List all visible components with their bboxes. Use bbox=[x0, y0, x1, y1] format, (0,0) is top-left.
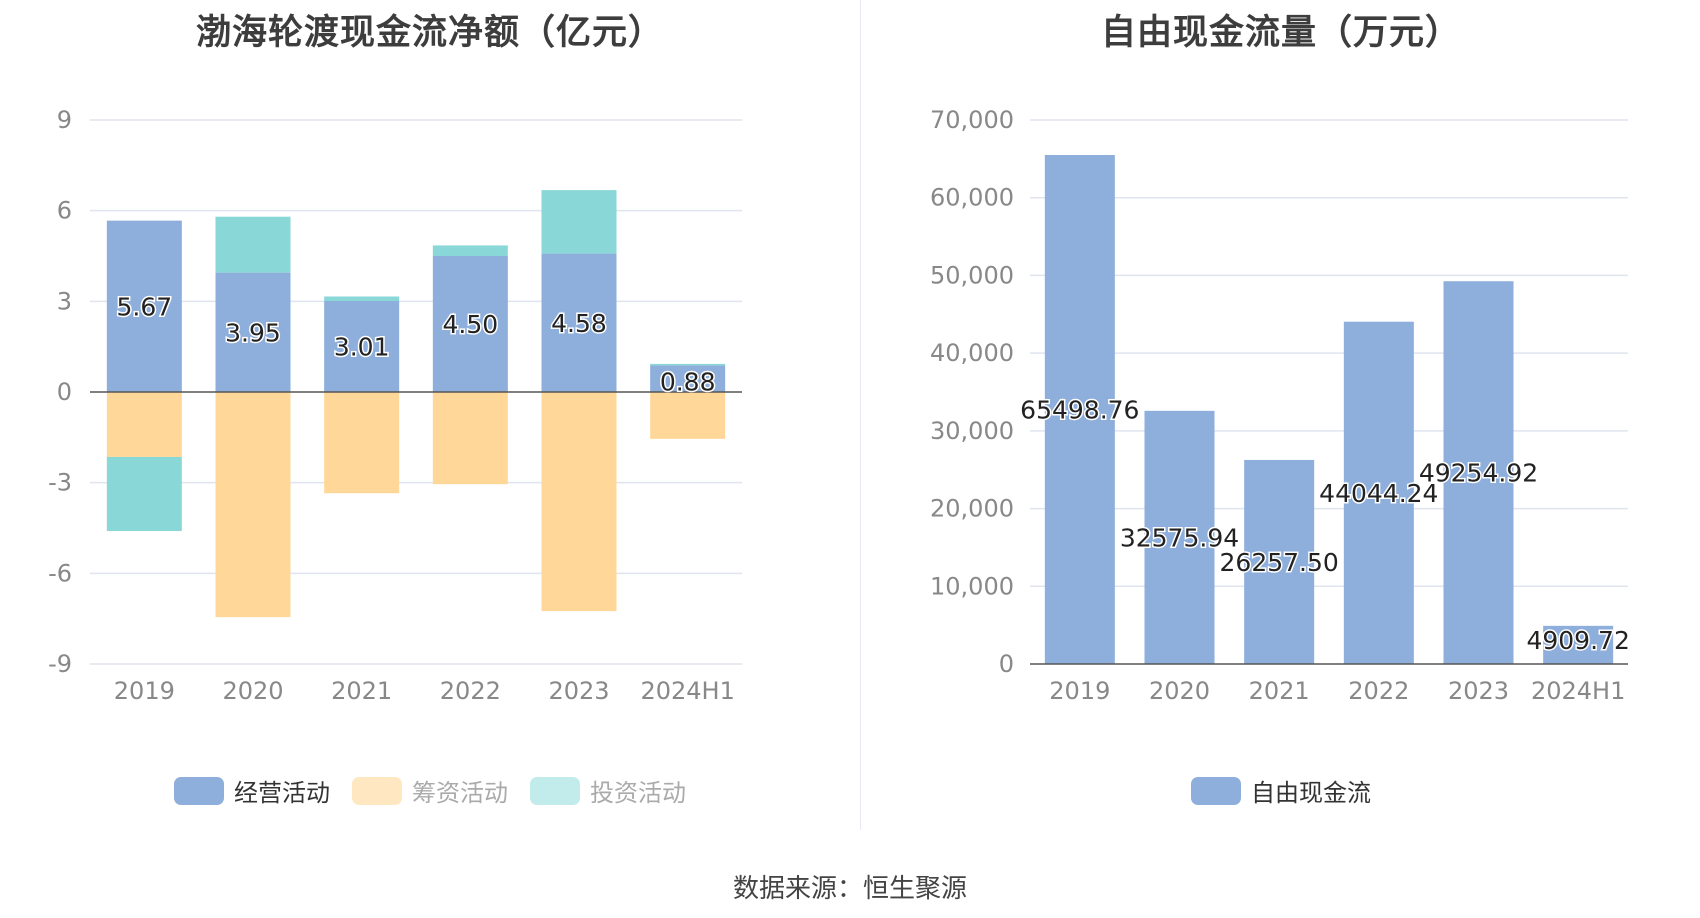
bar-segment bbox=[106, 456, 182, 532]
bar bbox=[1244, 459, 1315, 664]
legend-swatch bbox=[352, 776, 402, 805]
y-tick-label: 70,000 bbox=[930, 106, 1014, 134]
x-tick-label: 2024H1 bbox=[640, 677, 734, 705]
bar-segment bbox=[324, 301, 400, 392]
right-chart-panel: 自由现金流量（万元） 70,000 60,000 50,000 40,000 30,00… bbox=[862, 0, 1700, 830]
bar bbox=[1044, 154, 1115, 664]
bar-segment bbox=[650, 363, 726, 366]
y-tick-label: 60,000 bbox=[930, 184, 1014, 212]
data-label: 26257.50 bbox=[1220, 548, 1339, 577]
bar bbox=[1443, 281, 1514, 664]
y-tick-label: 10,000 bbox=[930, 572, 1014, 600]
data-label: 3.01 bbox=[334, 333, 390, 362]
free-cash-flow-bar-chart: 70,000 60,000 50,000 40,000 30,000 20,000 10,0… bbox=[930, 106, 1631, 705]
bar-segment bbox=[215, 216, 291, 273]
cash-flow-stacked-bar-chart: 9 6 3 0 -3 -6 -9 2019 2020 2021 2022 2023 2024H1 5.67… bbox=[48, 106, 742, 705]
right-legend: 自由现金流 bbox=[862, 773, 1700, 808]
legend-item[interactable]: 经营活动 bbox=[174, 773, 330, 808]
data-source-note: 数据来源：恒生聚源 bbox=[732, 874, 967, 904]
left-chart-title: 渤海轮渡现金流净额（亿元） bbox=[195, 13, 664, 53]
x-tick-label: 2022 bbox=[440, 677, 501, 705]
bar-segment bbox=[215, 272, 291, 392]
bar-segment bbox=[215, 392, 291, 618]
legend-swatch bbox=[530, 776, 580, 805]
legend-swatch bbox=[174, 776, 224, 805]
x-tick-label: 2019 bbox=[1049, 677, 1110, 705]
bar-segment bbox=[541, 253, 617, 392]
bar-segment bbox=[432, 245, 508, 256]
left-chart-panel: 渤海轮渡现金流净额（亿元） 9 6 3 0 -3 -6 -9 2019 2020 2021 2022… bbox=[0, 0, 860, 830]
data-label: 4909.72 bbox=[1526, 626, 1629, 655]
legend-label: 投资活动 bbox=[590, 779, 686, 807]
x-tick-label: 2023 bbox=[548, 677, 609, 705]
bar bbox=[1543, 625, 1614, 664]
data-label: 0.88 bbox=[660, 367, 716, 396]
bar-segment bbox=[106, 220, 182, 392]
legend-item[interactable]: 投资活动 bbox=[530, 773, 686, 808]
y-tick-label: 0 bbox=[57, 378, 72, 406]
legend-item[interactable]: 自由现金流 bbox=[1191, 773, 1371, 808]
x-tick-label: 2021 bbox=[1249, 677, 1310, 705]
bar-segment bbox=[324, 296, 400, 302]
y-tick-label: -3 bbox=[48, 469, 72, 497]
bar-segment bbox=[541, 190, 617, 254]
data-label: 44044.24 bbox=[1319, 479, 1438, 508]
y-tick-label: 50,000 bbox=[930, 261, 1014, 289]
bar-segment bbox=[324, 392, 400, 494]
bar-segment bbox=[106, 392, 182, 457]
x-tick-label: 2019 bbox=[114, 677, 175, 705]
bar-segment bbox=[541, 392, 617, 612]
y-tick-label: 6 bbox=[57, 197, 72, 225]
bar-segment bbox=[432, 256, 508, 392]
bar bbox=[1144, 410, 1215, 664]
legend-item[interactable]: 筹资活动 bbox=[352, 773, 508, 808]
legend-label: 自由现金流 bbox=[1251, 779, 1371, 807]
legend-label: 经营活动 bbox=[234, 779, 330, 807]
bar-segment bbox=[432, 392, 508, 485]
left-legend: 经营活动 筹资活动 投资活动 bbox=[0, 773, 860, 808]
data-label: 32575.94 bbox=[1120, 523, 1239, 552]
x-tick-label: 2020 bbox=[222, 677, 283, 705]
data-label: 3.95 bbox=[225, 318, 281, 347]
x-tick-label: 2022 bbox=[1348, 677, 1409, 705]
legend-swatch bbox=[1191, 776, 1241, 805]
data-label: 65498.76 bbox=[1020, 395, 1139, 424]
x-tick-label: 2023 bbox=[1448, 677, 1509, 705]
x-tick-label: 2024H1 bbox=[1531, 677, 1625, 705]
panel-divider bbox=[860, 0, 861, 830]
y-tick-label: 30,000 bbox=[930, 417, 1014, 445]
y-tick-label: -6 bbox=[48, 559, 72, 587]
y-tick-label: 9 bbox=[57, 106, 72, 134]
data-label: 49254.92 bbox=[1419, 459, 1538, 488]
y-tick-label: -9 bbox=[48, 650, 72, 678]
right-chart-title: 自由现金流量（万元） bbox=[1100, 13, 1461, 53]
y-tick-label: 20,000 bbox=[930, 495, 1014, 523]
x-tick-label: 2021 bbox=[331, 677, 392, 705]
y-tick-label: 40,000 bbox=[930, 339, 1014, 367]
bar-segment bbox=[650, 365, 726, 392]
bar bbox=[1343, 321, 1414, 664]
x-tick-label: 2020 bbox=[1149, 677, 1210, 705]
y-tick-label: 3 bbox=[57, 287, 72, 315]
data-label: 4.50 bbox=[442, 310, 498, 339]
y-tick-label: 0 bbox=[999, 650, 1014, 678]
legend-label: 筹资活动 bbox=[412, 779, 508, 807]
data-label: 4.58 bbox=[551, 309, 607, 338]
bar-segment bbox=[650, 392, 726, 439]
data-label: 5.67 bbox=[116, 292, 172, 321]
